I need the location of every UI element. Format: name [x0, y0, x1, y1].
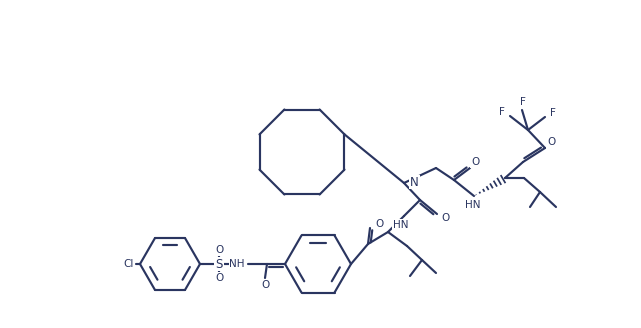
Text: O: O — [375, 219, 383, 229]
Text: O: O — [215, 245, 223, 255]
Text: O: O — [215, 273, 223, 283]
Text: O: O — [547, 137, 555, 147]
Text: Cl: Cl — [124, 259, 134, 269]
Text: O: O — [441, 213, 449, 223]
Text: O: O — [471, 157, 479, 167]
Text: S: S — [215, 257, 222, 271]
Text: NH: NH — [229, 259, 245, 269]
Text: F: F — [550, 108, 556, 118]
Text: HN: HN — [393, 220, 409, 230]
Text: F: F — [499, 107, 505, 117]
Text: N: N — [410, 175, 419, 189]
Text: F: F — [520, 97, 526, 107]
Text: O: O — [261, 280, 269, 290]
Text: HN: HN — [465, 200, 481, 210]
